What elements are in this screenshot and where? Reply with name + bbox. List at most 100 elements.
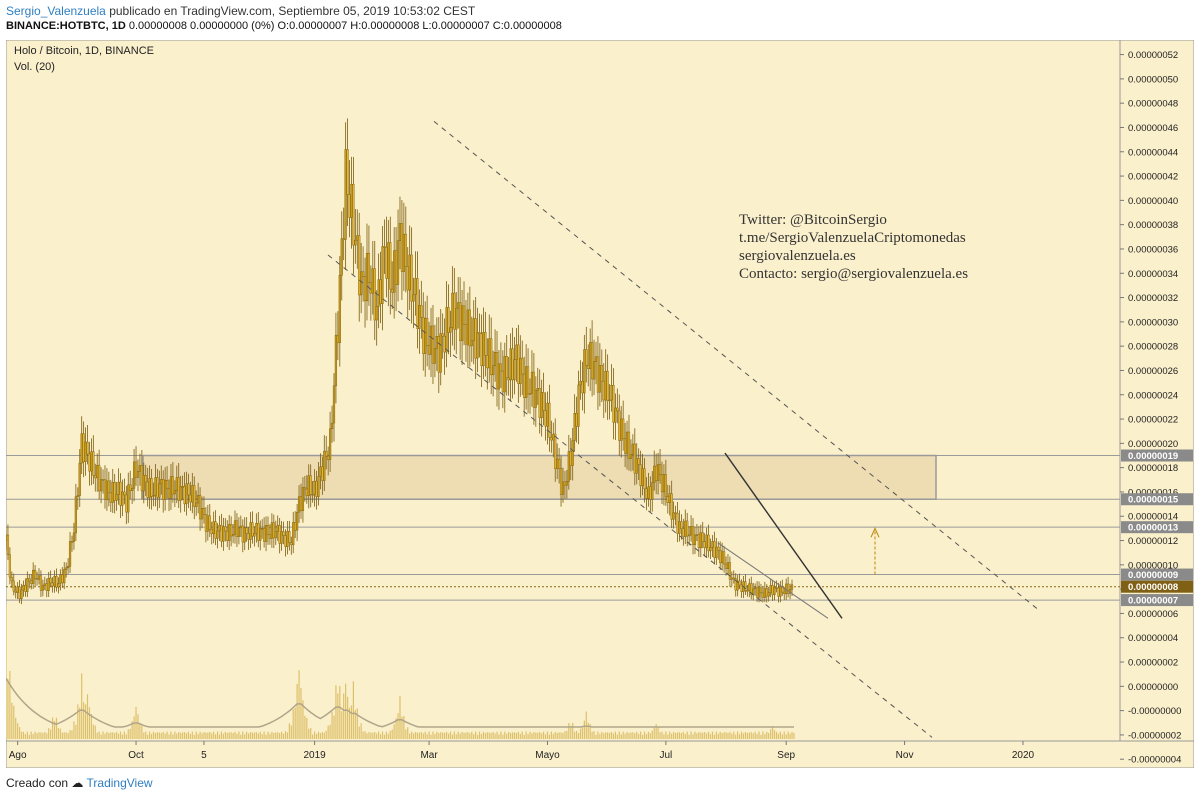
volume-bar: [333, 715, 335, 739]
candle: [363, 276, 367, 302]
candle: [433, 348, 437, 364]
volume-bar: [789, 733, 791, 739]
candle: [664, 474, 667, 497]
volume-bar: [558, 732, 560, 739]
candle: [662, 474, 666, 493]
volume-bar: [174, 731, 176, 739]
volume-bar: [389, 730, 391, 739]
candle: [332, 385, 336, 424]
volume-bar: [589, 724, 591, 739]
candle: [20, 589, 23, 600]
volume-bar: [191, 731, 193, 739]
author-link[interactable]: Sergio_Valenzuela: [6, 4, 106, 18]
candle: [779, 586, 782, 597]
candle: [517, 344, 520, 384]
volume-bar: [290, 725, 292, 739]
volume-bar: [230, 732, 232, 739]
volume-bar: [773, 730, 776, 739]
volume-bar: [220, 731, 223, 739]
y-tick-label: 0.00000016: [1128, 487, 1178, 498]
volume-bar: [768, 732, 770, 739]
volume-bar: [284, 731, 287, 739]
volume-bar: [116, 731, 118, 739]
x-tick-label: Ago: [9, 750, 27, 761]
tradingview-logo-icon: ☁: [71, 776, 84, 790]
candle: [276, 525, 279, 532]
volume-bar: [358, 726, 360, 739]
candle: [185, 483, 188, 505]
candle: [352, 184, 355, 246]
volume-bar: [529, 731, 531, 739]
candle: [162, 479, 165, 500]
watermark-line: sergiovalenzuela.es: [739, 248, 856, 264]
chart-area[interactable]: 0.00000052 0.00000050 0.00000048 0.00000046…: [6, 40, 1194, 768]
candle: [51, 582, 54, 587]
candle: [305, 488, 308, 496]
volume-bar: [187, 731, 190, 739]
candle: [759, 587, 763, 594]
volume-bar: [659, 732, 661, 739]
volume-bar: [752, 733, 754, 739]
y-tick-label: -0.00000000: [1128, 706, 1181, 717]
candle: [344, 149, 347, 240]
candle: [466, 309, 470, 345]
candle: [655, 465, 658, 481]
candle: [554, 433, 557, 469]
volume-bar: [315, 733, 318, 739]
volume-bar: [218, 734, 221, 739]
volume-bar: [170, 731, 172, 739]
price-label: 0.00000007: [1128, 596, 1178, 607]
candle: [486, 355, 489, 369]
resistance-zone: [142, 454, 937, 500]
volume-bar: [251, 732, 254, 739]
volume-bar: [760, 734, 762, 739]
volume-bar: [420, 732, 422, 739]
candle: [6, 534, 10, 555]
candle: [220, 524, 223, 542]
candle: [101, 479, 105, 481]
candle: [169, 476, 173, 499]
volume-bar: [486, 732, 488, 739]
candle: [187, 483, 190, 496]
candle: [121, 491, 124, 506]
candle: [167, 488, 171, 499]
volume-bar: [667, 734, 669, 739]
candle: [290, 542, 293, 546]
volume-bar: [9, 670, 11, 739]
candle: [400, 223, 404, 272]
volume-bar: [562, 732, 564, 739]
candle: [443, 336, 446, 353]
volume-bar: [304, 715, 306, 739]
candle: [625, 431, 629, 454]
volume-bar: [696, 733, 698, 739]
volume-bar: [277, 732, 279, 739]
volume-bar: [682, 731, 684, 739]
candle: [643, 468, 646, 490]
volume-bar: [325, 730, 327, 739]
volume-bar: [129, 728, 131, 739]
volume-bar: [636, 731, 638, 739]
price-chart[interactable]: 0.00000052 0.00000050 0.00000048 0.00000046…: [6, 40, 1194, 768]
volume-bar: [57, 728, 60, 739]
candle: [571, 440, 574, 466]
candle: [150, 478, 153, 497]
volume-bar: [189, 733, 191, 739]
volume-bar: [673, 731, 675, 739]
candle: [65, 567, 68, 570]
candle: [497, 363, 501, 390]
price-label: 0.00000019: [1128, 451, 1178, 462]
candle: [367, 252, 371, 283]
tradingview-brand-link[interactable]: TradingView: [86, 776, 153, 790]
volume-bar: [195, 731, 197, 739]
candle: [45, 583, 48, 591]
volume-bar: [758, 731, 760, 739]
candle: [231, 534, 235, 537]
volume-bar: [100, 734, 102, 739]
volume-bar: [133, 716, 135, 739]
volume-bar: [770, 729, 772, 739]
volume-bar: [104, 733, 106, 739]
volume-bar: [477, 734, 479, 739]
volume-bar: [585, 711, 587, 739]
volume-bar: [88, 707, 91, 739]
lower-channel-line: [327, 254, 933, 738]
